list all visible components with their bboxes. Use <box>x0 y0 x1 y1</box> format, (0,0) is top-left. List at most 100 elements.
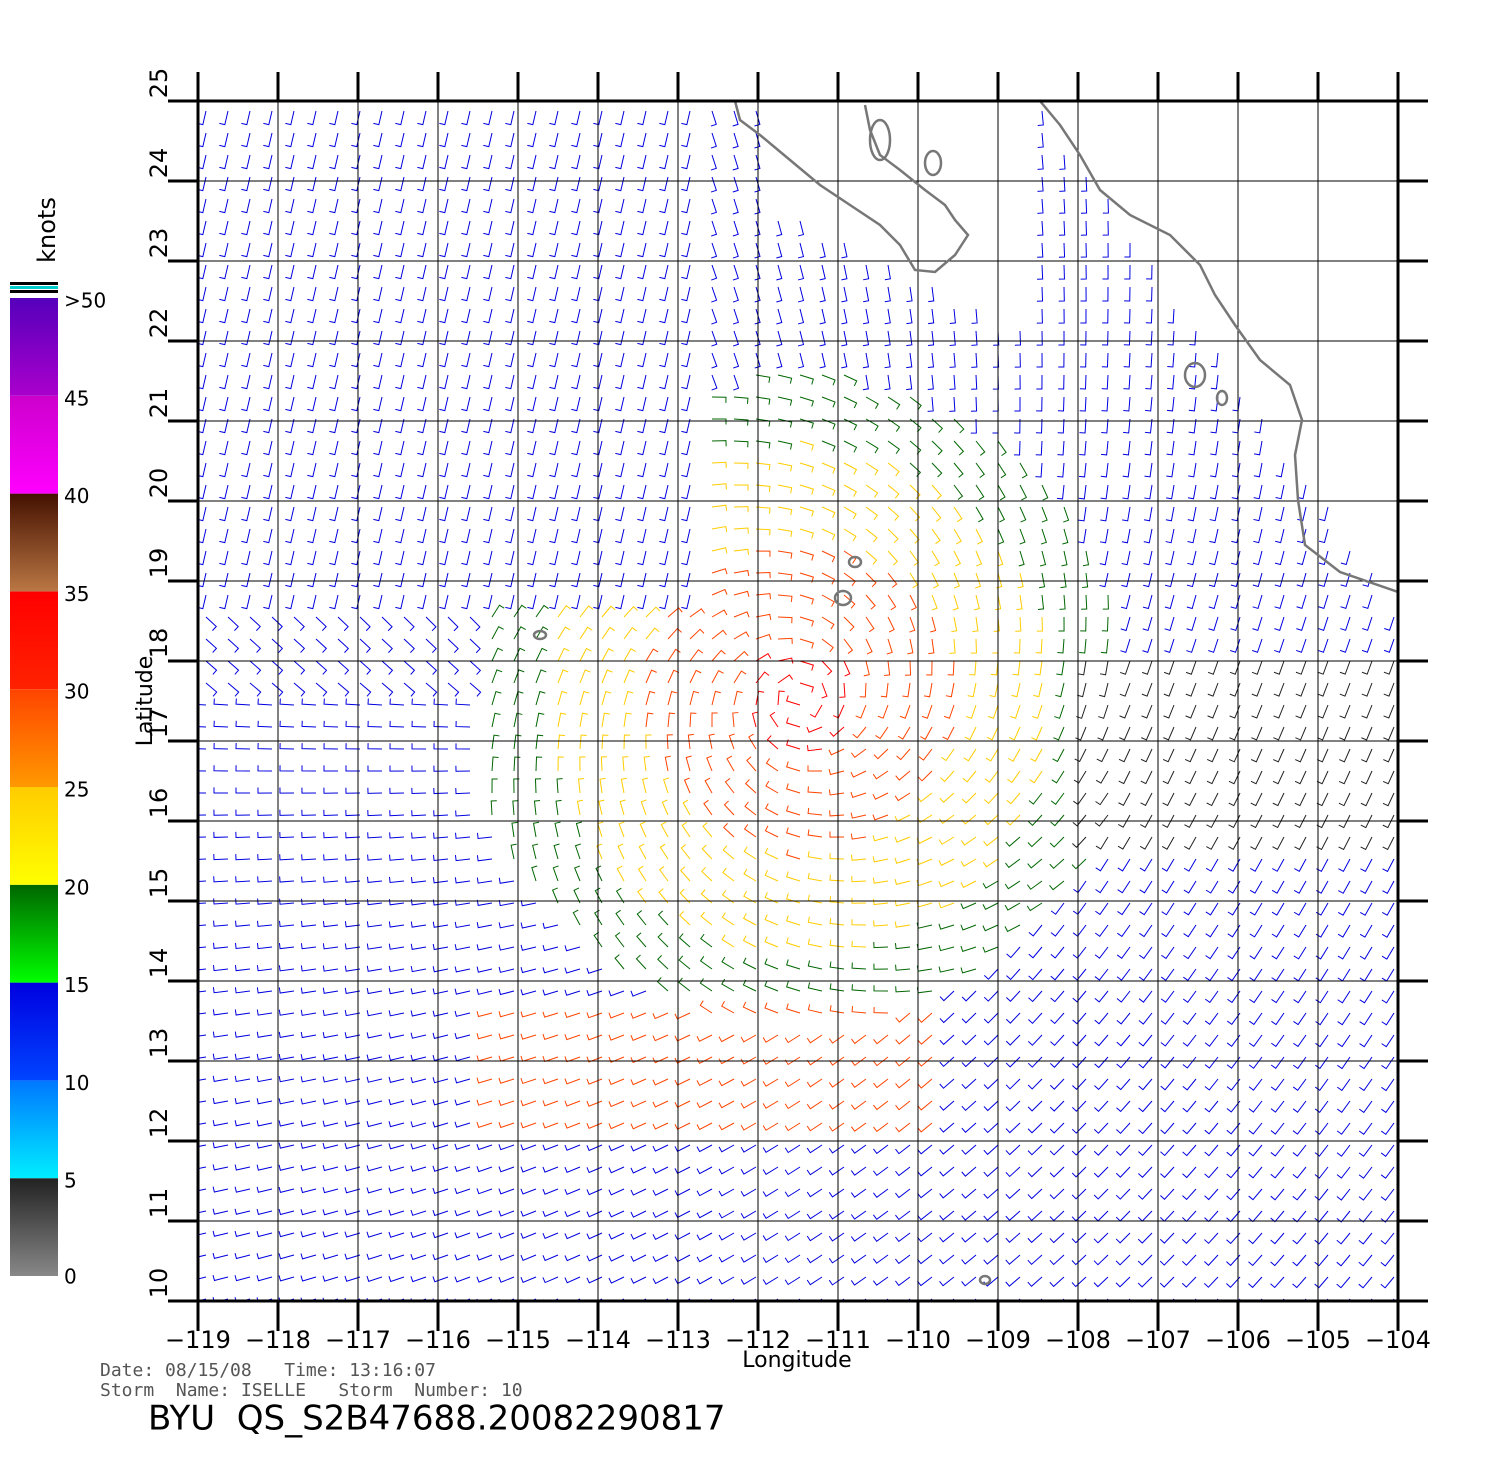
wind-barb <box>469 616 481 632</box>
wind-barb <box>865 572 877 588</box>
wind-barb <box>721 912 735 926</box>
grid <box>197 100 1399 1302</box>
wind-barb <box>615 374 625 390</box>
wind-barb <box>710 154 717 171</box>
wind-barb <box>1338 836 1351 851</box>
wind-barb <box>411 743 427 750</box>
wind-barb <box>872 877 889 884</box>
wind-barb <box>520 944 537 951</box>
wind-barb <box>366 1165 383 1172</box>
wind-barb <box>949 330 956 346</box>
wind-barb <box>1071 858 1087 870</box>
wind-barb <box>1037 154 1044 170</box>
wind-barb <box>733 611 750 618</box>
wind-barb <box>1270 1232 1285 1245</box>
wind-barb <box>395 154 405 170</box>
wind-barb <box>702 822 713 838</box>
wind-barb <box>300 920 317 928</box>
wind-barb <box>388 1253 405 1260</box>
wind-barb <box>711 568 728 575</box>
wind-barb <box>931 440 943 456</box>
wind-barb <box>417 220 427 236</box>
wind-barb <box>710 198 718 215</box>
wind-barb <box>1316 792 1329 807</box>
wind-barb <box>329 286 339 302</box>
wind-barb <box>1160 968 1175 982</box>
wind-barb <box>1314 1276 1329 1289</box>
wind-barb <box>1339 748 1351 763</box>
wind-barb <box>754 308 761 325</box>
wind-barb <box>1005 1232 1021 1243</box>
wind-barb <box>884 374 891 391</box>
wind-barb <box>388 1275 405 1283</box>
wind-barb <box>1382 902 1395 916</box>
wind-barb <box>593 352 603 368</box>
wind-barb <box>505 550 515 566</box>
wind-barb <box>1005 1188 1021 1200</box>
wind-barb <box>322 987 339 994</box>
wind-barb <box>586 1144 603 1152</box>
wind-barb <box>235 898 251 905</box>
wind-barb <box>483 352 493 368</box>
wind-barb <box>483 484 493 500</box>
wind-barb <box>807 765 823 772</box>
wind-barb <box>828 1144 845 1154</box>
wind-barb <box>410 988 427 995</box>
wind-barb <box>724 778 735 794</box>
wind-barb <box>1144 418 1153 434</box>
wind-barb <box>1340 572 1351 588</box>
wind-barb <box>1253 528 1263 544</box>
wind-barb <box>1093 1144 1109 1156</box>
wind-barb <box>1203 1276 1219 1288</box>
wind-barb <box>520 1210 537 1217</box>
wind-barb <box>637 572 647 588</box>
wind-barb <box>777 440 793 450</box>
wind-barb <box>918 748 933 761</box>
wind-barb <box>278 965 295 972</box>
wind-barb <box>785 805 801 816</box>
wind-barb <box>1359 968 1373 982</box>
wind-barb <box>285 286 295 302</box>
wind-barb <box>1119 726 1131 741</box>
wind-barb <box>498 1166 515 1173</box>
wind-barb <box>469 638 481 654</box>
wind-barb <box>706 755 713 772</box>
wind-barb <box>733 462 749 470</box>
wind-barb <box>417 396 427 412</box>
wind-barb <box>938 814 955 824</box>
wind-barb <box>505 132 515 148</box>
wind-barb <box>733 440 749 448</box>
wind-barb <box>865 396 879 410</box>
wind-barb <box>1019 528 1026 545</box>
wind-barb <box>454 1254 471 1261</box>
wind-barb <box>505 264 515 280</box>
wind-barb <box>512 800 519 816</box>
wind-barb <box>1252 594 1263 610</box>
wind-barb <box>593 132 603 148</box>
wind-barb <box>1079 440 1087 456</box>
wind-barb <box>740 1188 757 1197</box>
wind-barb <box>300 1098 317 1105</box>
wind-barb <box>973 594 980 611</box>
wind-barb <box>1206 814 1219 829</box>
wind-barb <box>417 176 427 192</box>
wind-barb <box>995 594 1002 611</box>
wind-barb <box>776 264 783 281</box>
wind-barb <box>917 1276 933 1287</box>
wind-barb <box>373 330 383 346</box>
wind-barb <box>1102 594 1109 610</box>
wind-barb <box>1166 484 1175 500</box>
wind-barb <box>1144 440 1153 456</box>
wind-barb <box>681 594 691 610</box>
wind-barb <box>337 638 350 653</box>
wind-barb <box>1121 572 1131 588</box>
wind-barb <box>256 987 273 994</box>
wind-barb <box>337 682 350 697</box>
wind-barb <box>491 778 498 794</box>
wind-barb <box>983 990 999 1002</box>
wind-barb <box>1210 352 1219 368</box>
wind-barb <box>667 607 683 618</box>
colorbar-tick-label: 5 <box>64 1169 77 1193</box>
wind-barb <box>1296 550 1307 566</box>
wind-barb <box>755 653 772 662</box>
